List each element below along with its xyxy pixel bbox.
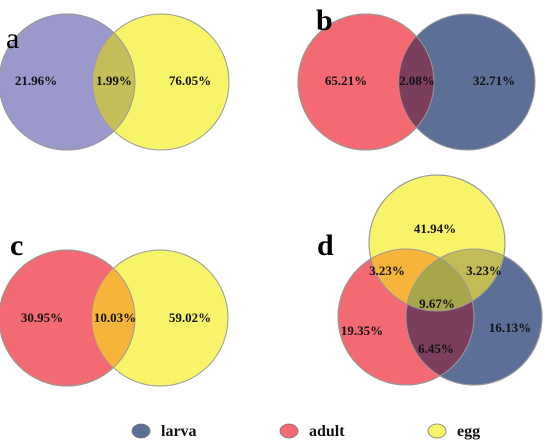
panel-d-adult-only-value: 19.35% bbox=[341, 323, 383, 338]
panel-a-label: a bbox=[6, 22, 19, 55]
legend-item-larva: larva bbox=[131, 423, 197, 440]
panel-b-overlap-value: 2.08% bbox=[399, 73, 435, 88]
panel-d-adult-egg-value: 3.23% bbox=[369, 263, 405, 278]
panel-b: b 65.21% 2.08% 32.71% bbox=[297, 4, 536, 151]
panel-d-label: d bbox=[317, 229, 334, 262]
panel-d-all-three-value: 9.67% bbox=[419, 296, 455, 311]
panel-c-left-value: 30.95% bbox=[21, 310, 63, 325]
panel-d-larva-egg-value: 3.23% bbox=[466, 263, 502, 278]
panel-c-right-value: 59.02% bbox=[169, 310, 211, 325]
legend-swatch-egg bbox=[427, 423, 447, 439]
panel-d: d 41.94% 3.23% 3.23% 9.67% 19.35% 16.13%… bbox=[317, 174, 543, 386]
panel-d-egg-only-value: 41.94% bbox=[414, 221, 456, 236]
legend-swatch-larva bbox=[131, 423, 151, 439]
panel-b-label: b bbox=[316, 4, 333, 37]
legend-label-larva: larva bbox=[161, 423, 197, 440]
panel-a-left-value: 21.96% bbox=[15, 73, 57, 88]
legend-label-adult: adult bbox=[309, 423, 345, 440]
panel-c-label: c bbox=[10, 229, 23, 262]
legend: larva adult egg bbox=[131, 423, 480, 440]
panel-a-overlap-value: 1.99% bbox=[96, 73, 132, 88]
panel-a: a 21.96% 1.99% 76.05% bbox=[0, 13, 230, 151]
legend-item-adult: adult bbox=[279, 423, 345, 440]
legend-item-egg: egg bbox=[427, 423, 480, 440]
legend-swatch-adult bbox=[279, 423, 299, 439]
panel-b-right-value: 32.71% bbox=[473, 73, 515, 88]
panel-c-overlap-value: 10.03% bbox=[94, 310, 136, 325]
panel-d-larva-egg-overlap bbox=[406, 249, 505, 311]
panel-c: c 30.95% 10.03% 59.02% bbox=[0, 229, 229, 387]
panel-b-left-value: 65.21% bbox=[325, 73, 367, 88]
panel-d-adult-larva-value: 6.45% bbox=[418, 341, 454, 356]
panel-a-right-value: 76.05% bbox=[169, 73, 211, 88]
panel-d-larva-only-value: 16.13% bbox=[489, 320, 531, 335]
legend-label-egg: egg bbox=[457, 423, 480, 440]
